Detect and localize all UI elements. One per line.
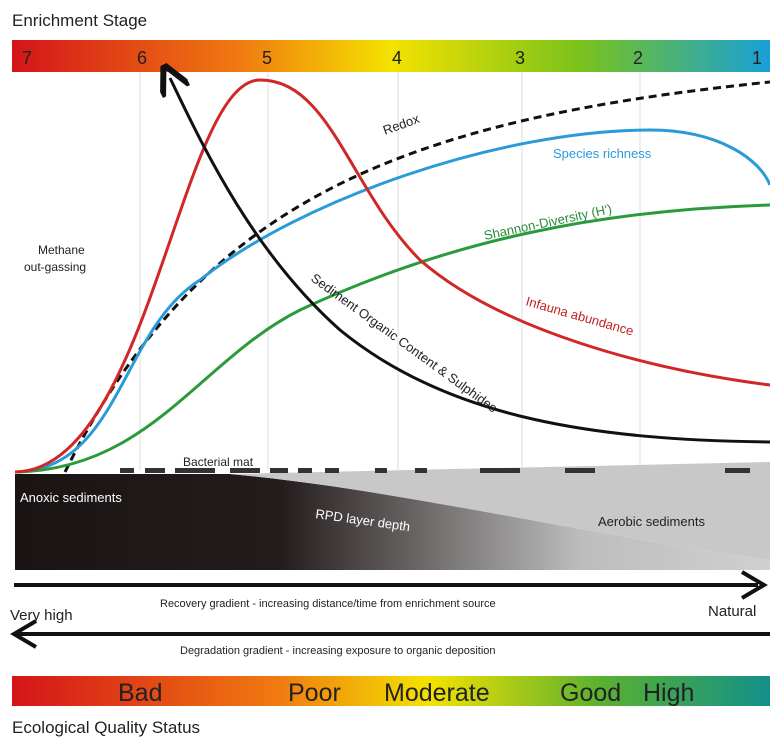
redox-curve — [63, 80, 770, 473]
stage-number: 6 — [137, 48, 147, 68]
recovery-arrowhead — [740, 570, 768, 600]
left-label: Very high — [10, 607, 73, 624]
status-level: High — [643, 679, 694, 707]
stage-number: 7 — [22, 48, 32, 68]
stage-number: 1 — [752, 48, 762, 68]
infauna-curve — [14, 78, 770, 474]
stage-number: 5 — [262, 48, 272, 68]
degradation-arrowhead — [10, 619, 38, 649]
methane-label: out-gassing — [24, 260, 86, 274]
aerobic-label: Aerobic sediments — [598, 514, 705, 529]
degradation-label: Degradation gradient - increasing exposu… — [180, 645, 496, 657]
status-title: Ecological Quality Status — [12, 718, 200, 737]
shannon-curve — [14, 203, 770, 474]
right-label: Natural — [708, 603, 756, 620]
anoxic-label: Anoxic sediments — [20, 490, 122, 505]
status-level: Poor — [288, 679, 341, 707]
status-bar — [12, 676, 770, 706]
bacterial-mat — [120, 468, 750, 473]
status-level: Good — [560, 679, 621, 707]
stage-number: 4 — [392, 48, 402, 68]
recovery-label: Recovery gradient - increasing distance/… — [160, 598, 496, 610]
organic-label: Sediment Organic Content & Sulphides — [308, 270, 500, 415]
organic-curve — [170, 78, 770, 444]
status-level: Bad — [118, 679, 162, 707]
status-level: Moderate — [384, 679, 490, 707]
anoxic-sediment — [15, 474, 770, 570]
title: Enrichment Stage — [12, 11, 147, 30]
infauna-label: Infauna abundance — [524, 293, 635, 338]
redox-label: Redox — [381, 111, 422, 138]
stage-number: 2 — [633, 48, 643, 68]
methane-label: Methane — [38, 243, 85, 257]
aerobic-sediment — [230, 462, 770, 560]
species-label: Species richness — [553, 146, 652, 161]
species-curve — [14, 128, 770, 474]
mat-label: Bacterial mat — [183, 455, 254, 469]
stage-number: 3 — [515, 48, 525, 68]
stage-bar — [12, 40, 770, 72]
